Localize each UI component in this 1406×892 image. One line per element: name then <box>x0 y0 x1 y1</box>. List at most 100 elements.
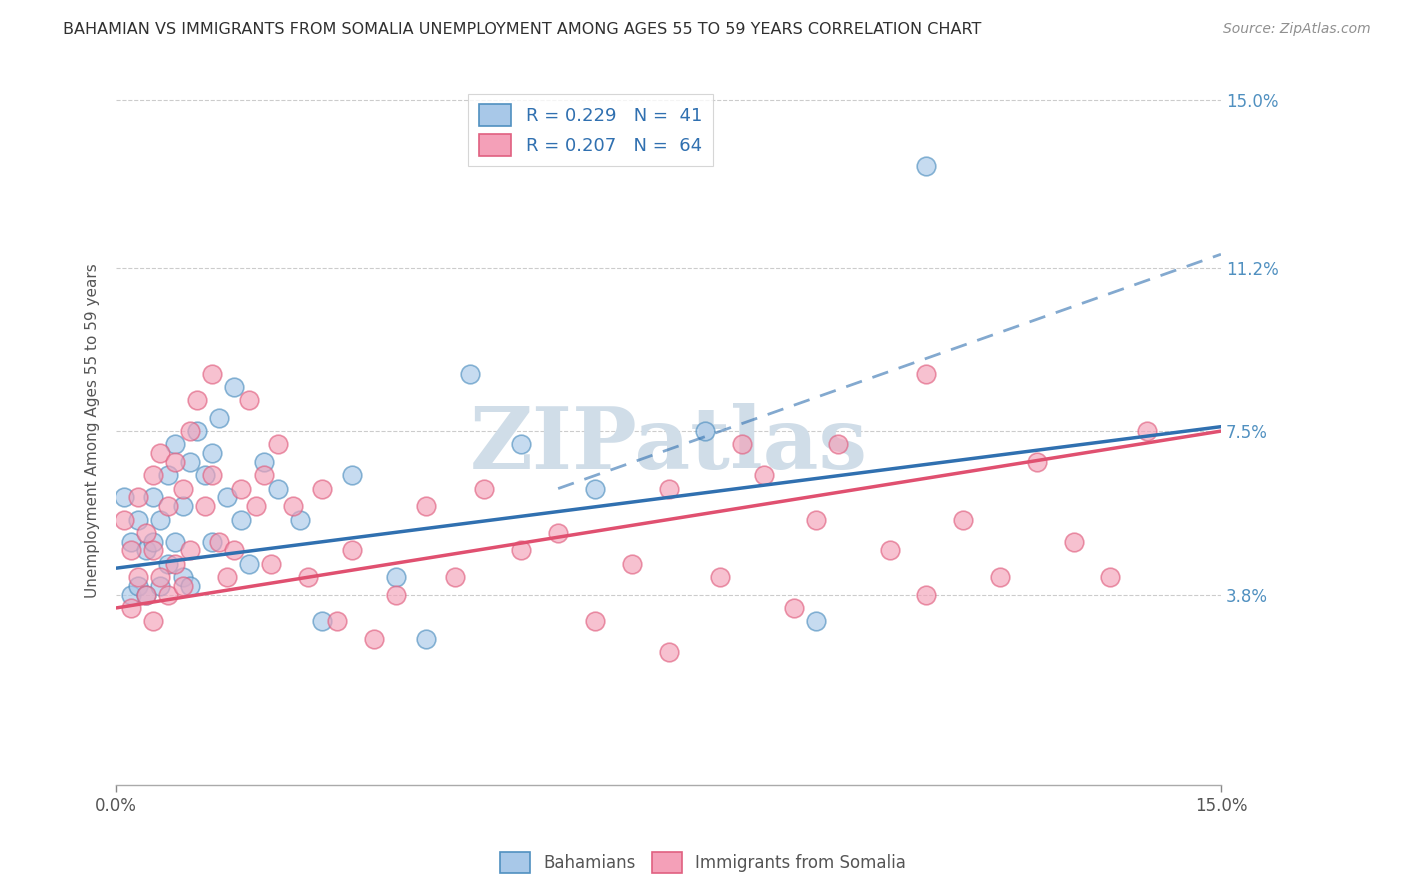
Point <box>754 468 776 483</box>
Point <box>112 491 135 505</box>
Point <box>658 645 681 659</box>
Point <box>172 570 194 584</box>
Point <box>340 468 363 483</box>
Point <box>804 614 827 628</box>
Point <box>208 410 231 425</box>
Point <box>120 588 142 602</box>
Point <box>281 500 304 514</box>
Point <box>267 482 290 496</box>
Point <box>988 570 1011 584</box>
Point <box>290 512 312 526</box>
Point <box>245 500 267 514</box>
Point <box>165 455 187 469</box>
Point <box>215 570 238 584</box>
Point <box>297 570 319 584</box>
Point <box>156 588 179 602</box>
Point <box>208 534 231 549</box>
Point <box>165 534 187 549</box>
Point <box>583 614 606 628</box>
Point <box>474 482 496 496</box>
Point <box>363 632 385 646</box>
Point <box>172 500 194 514</box>
Point <box>415 632 437 646</box>
Point <box>120 601 142 615</box>
Point <box>238 557 260 571</box>
Point <box>142 543 165 558</box>
Point <box>165 557 187 571</box>
Point <box>267 437 290 451</box>
Point <box>186 393 208 408</box>
Point <box>260 557 283 571</box>
Point <box>135 543 157 558</box>
Point <box>915 588 938 602</box>
Y-axis label: Unemployment Among Ages 55 to 59 years: Unemployment Among Ages 55 to 59 years <box>86 264 100 599</box>
Point <box>149 579 172 593</box>
Point <box>120 543 142 558</box>
Point <box>201 446 224 460</box>
Point <box>510 437 533 451</box>
Point <box>156 557 179 571</box>
Point <box>165 437 187 451</box>
Point <box>444 570 467 584</box>
Point <box>186 424 208 438</box>
Point <box>172 482 194 496</box>
Point <box>142 614 165 628</box>
Point <box>827 437 849 451</box>
Point <box>224 380 246 394</box>
Point <box>415 500 437 514</box>
Point <box>583 482 606 496</box>
Point <box>731 437 754 451</box>
Point <box>179 543 201 558</box>
Point <box>709 570 731 584</box>
Point <box>215 491 238 505</box>
Text: BAHAMIAN VS IMMIGRANTS FROM SOMALIA UNEMPLOYMENT AMONG AGES 55 TO 59 YEARS CORRE: BAHAMIAN VS IMMIGRANTS FROM SOMALIA UNEM… <box>63 22 981 37</box>
Point <box>231 512 253 526</box>
Point <box>127 570 149 584</box>
Point <box>252 468 274 483</box>
Point <box>179 424 201 438</box>
Point <box>149 512 172 526</box>
Point <box>149 570 172 584</box>
Point <box>1025 455 1047 469</box>
Point <box>385 588 408 602</box>
Point <box>142 491 165 505</box>
Point <box>547 525 569 540</box>
Point <box>311 614 333 628</box>
Point <box>385 570 408 584</box>
Point <box>804 512 827 526</box>
Point <box>135 588 157 602</box>
Point <box>112 512 135 526</box>
Point <box>135 588 157 602</box>
Point <box>127 491 149 505</box>
Point <box>201 534 224 549</box>
Point <box>156 468 179 483</box>
Point <box>172 579 194 593</box>
Point <box>135 525 157 540</box>
Text: ZIPatlas: ZIPatlas <box>470 403 868 487</box>
Point <box>915 367 938 381</box>
Point <box>231 482 253 496</box>
Point <box>142 468 165 483</box>
Point <box>127 512 149 526</box>
Legend: R = 0.229   N =  41, R = 0.207   N =  64: R = 0.229 N = 41, R = 0.207 N = 64 <box>468 94 713 167</box>
Point <box>783 601 806 615</box>
Point <box>311 482 333 496</box>
Point <box>340 543 363 558</box>
Point <box>127 579 149 593</box>
Point <box>1099 570 1122 584</box>
Point <box>142 534 165 549</box>
Point <box>458 367 481 381</box>
Point <box>179 455 201 469</box>
Point <box>201 468 224 483</box>
Point <box>1136 424 1159 438</box>
Point <box>1063 534 1085 549</box>
Point <box>149 446 172 460</box>
Point <box>510 543 533 558</box>
Point <box>658 482 681 496</box>
Point <box>620 557 643 571</box>
Point <box>194 500 217 514</box>
Point <box>952 512 974 526</box>
Legend: Bahamians, Immigrants from Somalia: Bahamians, Immigrants from Somalia <box>494 846 912 880</box>
Point <box>224 543 246 558</box>
Point <box>695 424 717 438</box>
